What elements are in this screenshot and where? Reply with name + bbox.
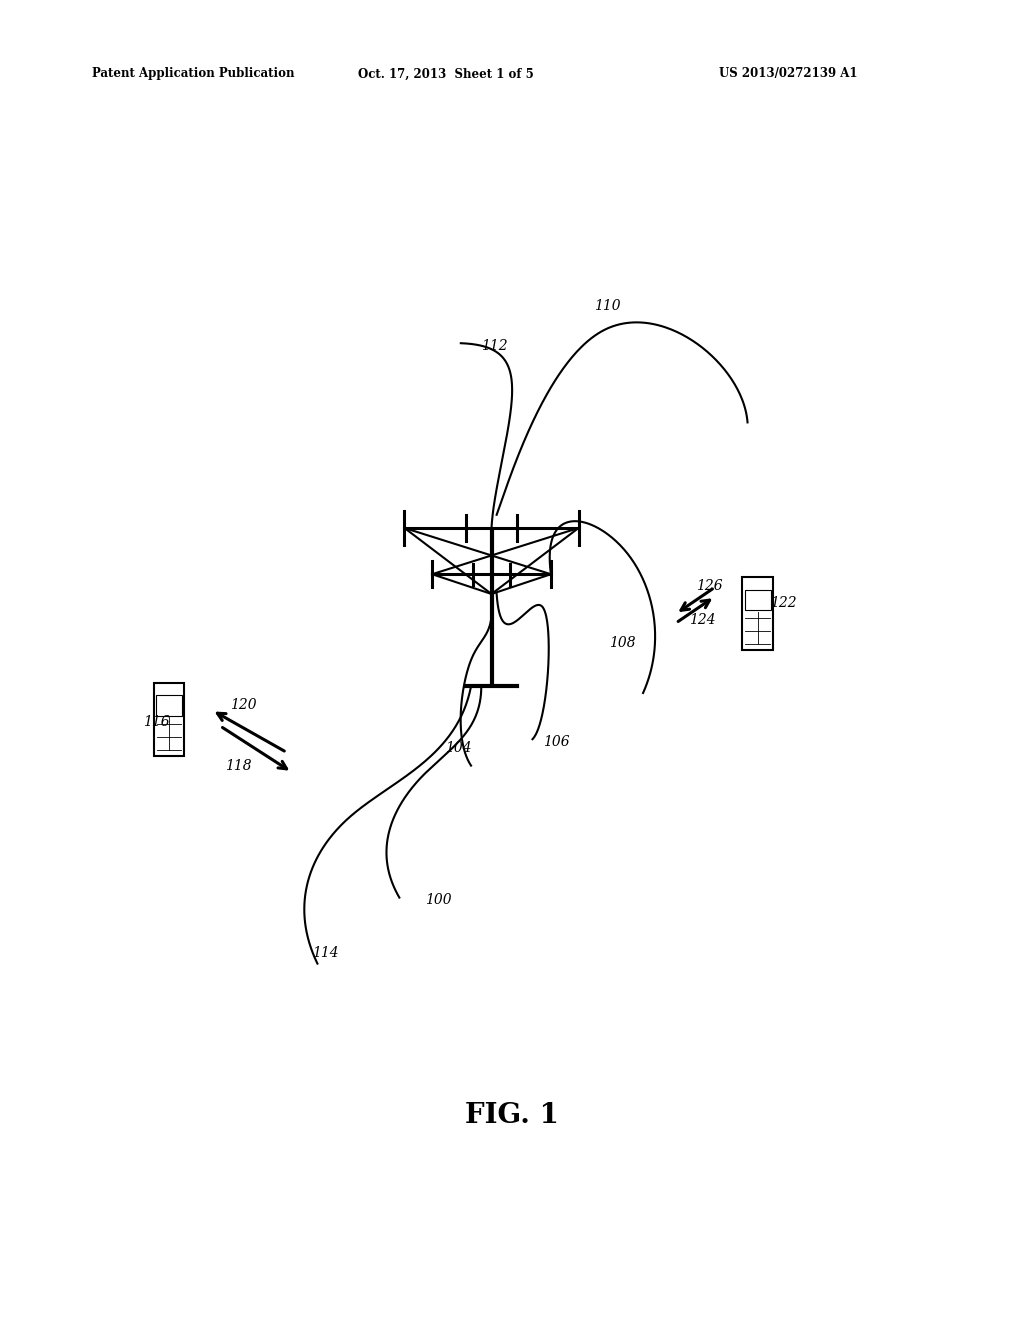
Bar xyxy=(156,696,182,715)
Text: Patent Application Publication: Patent Application Publication xyxy=(92,67,295,81)
Text: 122: 122 xyxy=(770,597,797,610)
Text: US 2013/0272139 A1: US 2013/0272139 A1 xyxy=(719,67,858,81)
Text: 112: 112 xyxy=(481,339,508,352)
Text: Oct. 17, 2013  Sheet 1 of 5: Oct. 17, 2013 Sheet 1 of 5 xyxy=(357,67,534,81)
Text: FIG. 1: FIG. 1 xyxy=(465,1102,559,1129)
Text: 110: 110 xyxy=(594,300,621,313)
Bar xyxy=(742,577,773,649)
Bar xyxy=(744,590,771,610)
Bar xyxy=(154,684,184,755)
Text: 106: 106 xyxy=(543,735,569,748)
Text: 126: 126 xyxy=(696,579,723,593)
Text: 104: 104 xyxy=(445,742,472,755)
Text: 116: 116 xyxy=(143,715,170,729)
Text: 118: 118 xyxy=(225,759,252,772)
Text: 124: 124 xyxy=(689,614,716,627)
Text: 120: 120 xyxy=(230,698,257,711)
Text: 114: 114 xyxy=(312,946,339,960)
Text: 100: 100 xyxy=(425,894,452,907)
Text: 108: 108 xyxy=(609,636,636,649)
